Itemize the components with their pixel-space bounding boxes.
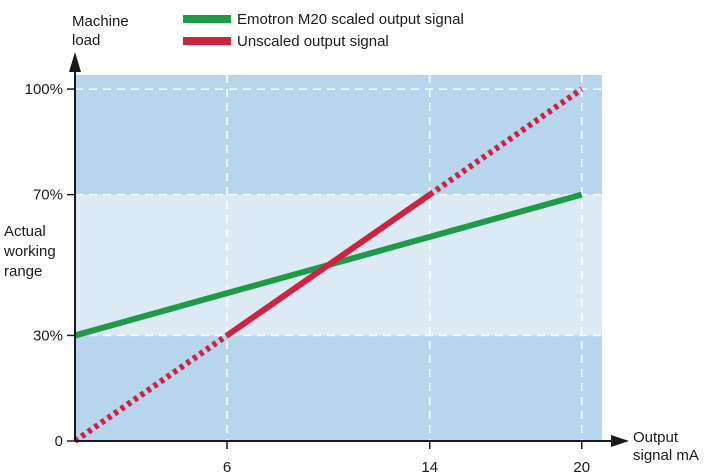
x-axis-arrow-icon bbox=[611, 435, 629, 447]
y-tick-label-2: 70% bbox=[33, 187, 63, 204]
working-range-label-line-0: Actual bbox=[4, 223, 46, 240]
x-axis-title-line-0: Output bbox=[633, 429, 679, 446]
legend-swatch-0 bbox=[183, 15, 231, 23]
x-tick-label-0: 6 bbox=[223, 459, 231, 476]
y-tick-label-1: 30% bbox=[33, 327, 63, 344]
y-axis-arrow-icon bbox=[69, 52, 81, 72]
working-range-label-line-2: range bbox=[4, 263, 42, 280]
axis-labels: 0 30% 70% 100% 6 14 20 Machine load Outputsignal … bbox=[3, 13, 699, 476]
x-tick-label-1: 14 bbox=[421, 459, 438, 476]
y-tick-label-0: 0 bbox=[55, 433, 63, 450]
y-tick-label-3: 100% bbox=[25, 81, 63, 98]
series-1-dotted-start bbox=[73, 332, 229, 444]
x-tick-label-2: 20 bbox=[573, 459, 590, 476]
legend: Emotron M20 scaled output signal Unscaled… bbox=[183, 11, 464, 50]
legend-label-1: Unscaled output signal bbox=[237, 33, 389, 50]
axes bbox=[67, 52, 629, 449]
working-range-label-line-1: working bbox=[3, 243, 56, 260]
series-lines bbox=[73, 86, 584, 444]
grid-lines bbox=[75, 75, 602, 441]
legend-label-0: Emotron M20 scaled output signal bbox=[237, 11, 464, 28]
y-axis-title-line-1: load bbox=[72, 32, 100, 49]
y-axis-title-line-0: Machine bbox=[72, 13, 129, 30]
series-1-dotted-end bbox=[428, 86, 584, 198]
series-1-solid bbox=[225, 192, 432, 338]
legend-swatch-1 bbox=[183, 37, 231, 45]
x-axis-title-line-1: signal mA bbox=[633, 447, 699, 464]
